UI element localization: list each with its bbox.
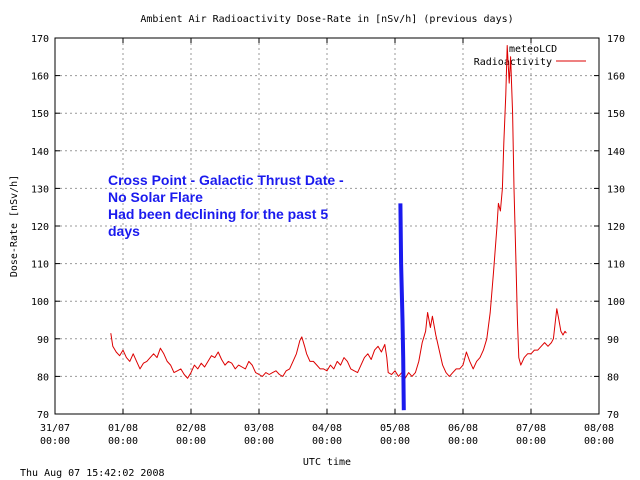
x-tick-label-date: 07/08 — [516, 423, 546, 434]
x-tick-label-date: 08/08 — [584, 423, 614, 434]
y-tick-label-left: 150 — [31, 109, 49, 120]
y-tick-label-right: 140 — [607, 147, 625, 158]
annotation-line-4: days — [108, 223, 140, 239]
annotation-text: Cross Point - Galactic Thrust Date - No … — [108, 172, 368, 240]
x-tick-label-time: 00:00 — [40, 436, 70, 447]
y-tick-label-left: 130 — [31, 184, 49, 195]
chart-title: Ambient Air Radioactivity Dose-Rate in [… — [140, 14, 513, 25]
annotation-line-2: No Solar Flare — [108, 189, 203, 205]
x-tick-label-date: 31/07 — [40, 423, 70, 434]
x-tick-label-date: 03/08 — [244, 423, 274, 434]
x-tick-label-date: 01/08 — [108, 423, 138, 434]
y-tick-label-left: 170 — [31, 34, 49, 45]
y-tick-label-left: 70 — [37, 410, 49, 421]
y-tick-label-right: 110 — [607, 260, 625, 271]
y-tick-label-right: 150 — [607, 109, 625, 120]
y-tick-label-left: 160 — [31, 72, 49, 83]
annotation-line-3: Had been declining for the past 5 — [108, 206, 329, 222]
y-tick-label-right: 100 — [607, 297, 625, 308]
x-tick-label-date: 05/08 — [380, 423, 410, 434]
annotation-line-1: Cross Point - Galactic Thrust Date - — [108, 172, 344, 188]
y-tick-label-left: 120 — [31, 222, 49, 233]
y-tick-label-right: 90 — [607, 335, 619, 346]
x-tick-label-date: 06/08 — [448, 423, 478, 434]
x-tick-label-time: 00:00 — [176, 436, 206, 447]
cross-point-marker — [398, 203, 406, 411]
x-axis-label: UTC time — [303, 457, 351, 468]
y-axis-label: Dose-Rate [nSv/h] — [9, 175, 20, 277]
x-tick-label-time: 00:00 — [584, 436, 614, 447]
legend-title: meteoLCD — [509, 44, 557, 55]
y-tick-label-left: 90 — [37, 335, 49, 346]
y-tick-label-right: 160 — [607, 72, 625, 83]
radioactivity-line — [110, 45, 567, 379]
x-tick-label-time: 00:00 — [312, 436, 342, 447]
y-tick-label-right: 120 — [607, 222, 625, 233]
x-tick-label-date: 04/08 — [312, 423, 342, 434]
x-tick-label-time: 00:00 — [516, 436, 546, 447]
y-tick-label-right: 170 — [607, 34, 625, 45]
x-tick-label-date: 02/08 — [176, 423, 206, 434]
x-tick-label-time: 00:00 — [380, 436, 410, 447]
y-tick-label-left: 140 — [31, 147, 49, 158]
legend-label: Radioactivity — [474, 57, 552, 68]
y-tick-label-left: 110 — [31, 260, 49, 271]
y-tick-label-left: 100 — [31, 297, 49, 308]
y-tick-label-right: 70 — [607, 410, 619, 421]
y-tick-label-right: 80 — [607, 372, 619, 383]
x-tick-label-time: 00:00 — [108, 436, 138, 447]
y-tick-label-right: 130 — [607, 184, 625, 195]
x-tick-label-time: 00:00 — [244, 436, 274, 447]
x-tick-label-time: 00:00 — [448, 436, 478, 447]
y-tick-label-left: 80 — [37, 372, 49, 383]
footer-timestamp: Thu Aug 07 15:42:02 2008 — [20, 468, 165, 479]
